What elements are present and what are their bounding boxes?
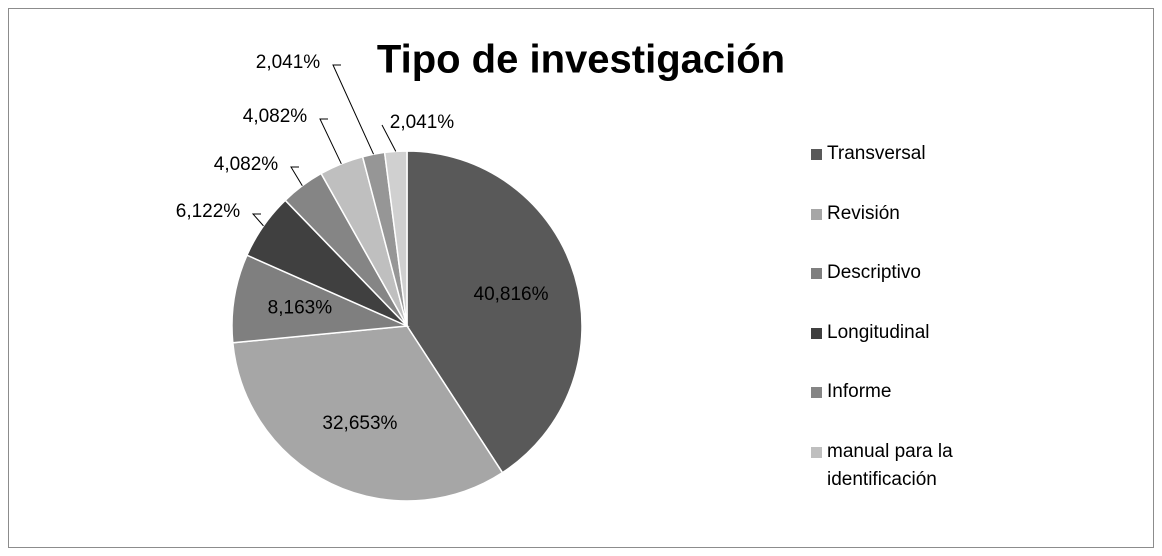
leader-line	[251, 213, 264, 227]
legend-item: Transversal	[805, 140, 995, 200]
legend-swatch	[811, 327, 822, 339]
leader-line	[319, 118, 342, 165]
data-label: 2,041%	[390, 112, 455, 133]
data-label: 4,082%	[243, 106, 308, 127]
data-label: 40,816%	[474, 284, 549, 305]
data-label: 2,041%	[256, 52, 321, 73]
pie-slice	[231, 254, 410, 344]
chart-border	[8, 8, 1154, 548]
pie-slice	[383, 150, 408, 327]
legend-label: Descriptivo	[827, 262, 921, 283]
data-label: 8,163%	[268, 298, 333, 319]
legend-item: Informe	[805, 378, 995, 438]
legend-swatch	[811, 387, 822, 398]
legend-swatch	[811, 149, 822, 160]
legend-label: Transversal	[827, 143, 926, 164]
data-label: 6,122%	[176, 201, 241, 222]
leader-line	[290, 166, 303, 187]
legend-label: Longitudinal	[827, 321, 930, 343]
chart-title: Tipo de investigación	[377, 38, 785, 82]
data-label: 4,082%	[214, 154, 279, 175]
legend-label: Revisión	[827, 202, 900, 224]
legend-swatch	[811, 208, 822, 220]
legend-item: Longitudinal	[805, 319, 995, 379]
data-label: 32,653%	[322, 413, 397, 434]
legend-swatch	[811, 446, 822, 458]
legend-swatch	[811, 268, 822, 279]
legend-label: manual para la identificación	[827, 440, 953, 490]
legend-item: Revisión	[805, 200, 995, 260]
leader-line	[332, 64, 374, 155]
legend-label: Informe	[827, 381, 892, 402]
pie-slice	[231, 325, 504, 502]
legend-item: manual para la identificación	[805, 438, 995, 498]
legend: Transversal Revisión Descriptivo Longitudin…	[805, 140, 995, 497]
leader-line	[381, 124, 397, 152]
legend-item: Descriptivo	[805, 259, 995, 319]
